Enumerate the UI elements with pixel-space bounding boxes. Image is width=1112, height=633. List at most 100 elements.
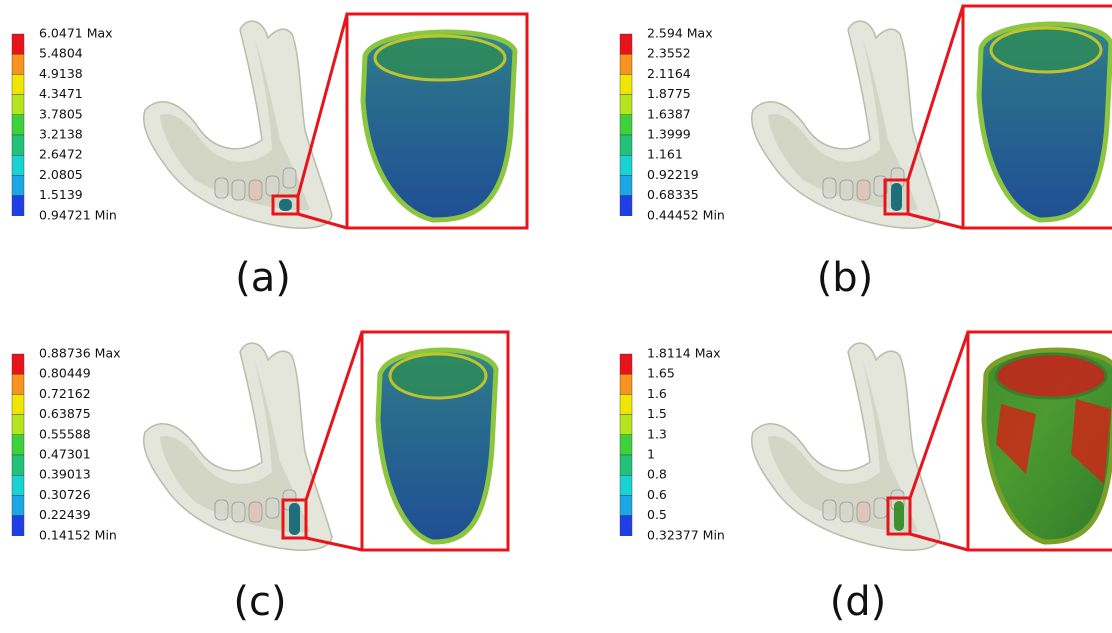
legend-label: 4.9138 xyxy=(39,66,83,81)
legend-label: 1.6387 xyxy=(647,106,691,121)
legend-swatch xyxy=(12,115,24,135)
legend-swatch xyxy=(12,415,24,435)
legend-label: 1.65 xyxy=(647,366,675,381)
panel-label: (a) xyxy=(235,255,291,301)
legend-swatch xyxy=(620,34,632,54)
legend-label: 1.8775 xyxy=(647,86,691,101)
legend-swatch xyxy=(12,196,24,216)
legend-label: 0.8 xyxy=(647,467,667,482)
implant-thumb xyxy=(279,199,292,211)
tooth xyxy=(215,500,228,520)
tooth xyxy=(266,498,279,518)
implant-opening xyxy=(375,36,505,80)
legend-swatch xyxy=(620,455,632,475)
tooth xyxy=(232,180,245,200)
legend-swatch xyxy=(620,354,632,374)
legend-swatch xyxy=(620,54,632,74)
tooth xyxy=(857,502,870,522)
legend-swatch xyxy=(620,95,632,115)
legend-label: 6.0471 Max xyxy=(39,26,113,41)
legend-label: 0.92219 xyxy=(647,167,699,182)
legend-label: 1.3 xyxy=(647,426,667,441)
legend-label: 1.5 xyxy=(647,406,667,421)
legend-label: 0.30726 xyxy=(39,487,91,502)
legend-swatch xyxy=(12,495,24,515)
legend-label: 0.44452 Min xyxy=(647,207,725,222)
legend-label: 2.3552 xyxy=(647,46,691,61)
tooth xyxy=(840,502,853,522)
legend-swatch xyxy=(620,495,632,515)
legend-swatch xyxy=(12,435,24,455)
tooth xyxy=(215,178,228,198)
legend-label: 0.55588 xyxy=(39,426,91,441)
legend-label: 3.2138 xyxy=(39,127,83,142)
legend-label: 0.39013 xyxy=(39,467,91,482)
legend-swatch xyxy=(620,435,632,455)
legend-swatch xyxy=(620,115,632,135)
legend-label: 0.72162 xyxy=(39,386,91,401)
jaw-model xyxy=(752,343,940,550)
legend-label: 0.94721 Min xyxy=(39,207,117,222)
legend-label: 1.161 xyxy=(647,147,683,162)
implant-opening xyxy=(996,354,1106,398)
legend-label: 0.63875 xyxy=(39,406,91,421)
jaw-model xyxy=(752,21,940,228)
zoom-connector xyxy=(910,332,968,498)
implant-thumb xyxy=(289,503,300,535)
implant-thumb xyxy=(894,501,904,531)
tooth xyxy=(266,176,279,196)
panel: 6.0471 Max 5.4804 4.9138 4.3471 3.7805 3.2138… xyxy=(12,14,527,301)
legend-swatch xyxy=(12,74,24,94)
tooth xyxy=(232,502,245,522)
legend-swatch xyxy=(12,475,24,495)
implant-opening xyxy=(390,354,486,398)
legend-swatch xyxy=(12,175,24,195)
legend-swatch xyxy=(12,394,24,414)
tooth xyxy=(840,180,853,200)
zoom-connector xyxy=(298,14,347,196)
tooth xyxy=(283,168,296,188)
legend-label: 0.88736 Max xyxy=(39,346,121,361)
tooth xyxy=(823,178,836,198)
legend-label: 5.4804 xyxy=(39,46,83,61)
legend-label: 1 xyxy=(647,447,655,462)
legend-swatch xyxy=(12,54,24,74)
legend-swatch xyxy=(620,415,632,435)
legend-swatch xyxy=(12,455,24,475)
legend-label: 0.22439 xyxy=(39,507,91,522)
legend-label: 3.7805 xyxy=(39,106,83,121)
panel: 2.594 Max 2.3552 2.1164 1.8775 1.6387 1.3999 1… xyxy=(620,6,1112,301)
tooth xyxy=(823,500,836,520)
legend-swatch xyxy=(12,516,24,536)
legend-swatch xyxy=(12,95,24,115)
legend-label: 0.5 xyxy=(647,507,667,522)
legend-swatch xyxy=(12,354,24,374)
implant-thumb xyxy=(891,183,902,211)
legend-label: 2.6472 xyxy=(39,147,83,162)
legend-label: 1.6 xyxy=(647,386,667,401)
panel: 1.8114 Max 1.65 1.6 1.5 1.3 1 0.8 0.6 0.5 0.32377… xyxy=(620,332,1112,625)
zoom-connector xyxy=(908,6,963,180)
legend-label: 1.8114 Max xyxy=(647,346,721,361)
legend-label: 0.68335 xyxy=(647,187,699,202)
tooth xyxy=(874,498,887,518)
legend-swatch xyxy=(12,155,24,175)
panel-label: (d) xyxy=(830,579,887,625)
legend-label: 0.32377 Min xyxy=(647,527,725,542)
legend-swatch xyxy=(620,74,632,94)
zoom-connector xyxy=(306,332,362,500)
tooth xyxy=(249,502,262,522)
legend-label: 2.1164 xyxy=(647,66,691,81)
legend-label: 4.3471 xyxy=(39,86,83,101)
legend-label: 2.0805 xyxy=(39,167,83,182)
legend-swatch xyxy=(620,516,632,536)
panel-label: (c) xyxy=(233,579,286,625)
legend-label: 0.6 xyxy=(647,487,667,502)
jaw-model xyxy=(144,21,332,228)
legend-label: 1.5139 xyxy=(39,187,83,202)
legend-swatch xyxy=(12,374,24,394)
legend-label: 2.594 Max xyxy=(647,26,713,41)
legend-label: 1.3999 xyxy=(647,127,691,142)
legend-swatch xyxy=(620,135,632,155)
tooth xyxy=(857,180,870,200)
